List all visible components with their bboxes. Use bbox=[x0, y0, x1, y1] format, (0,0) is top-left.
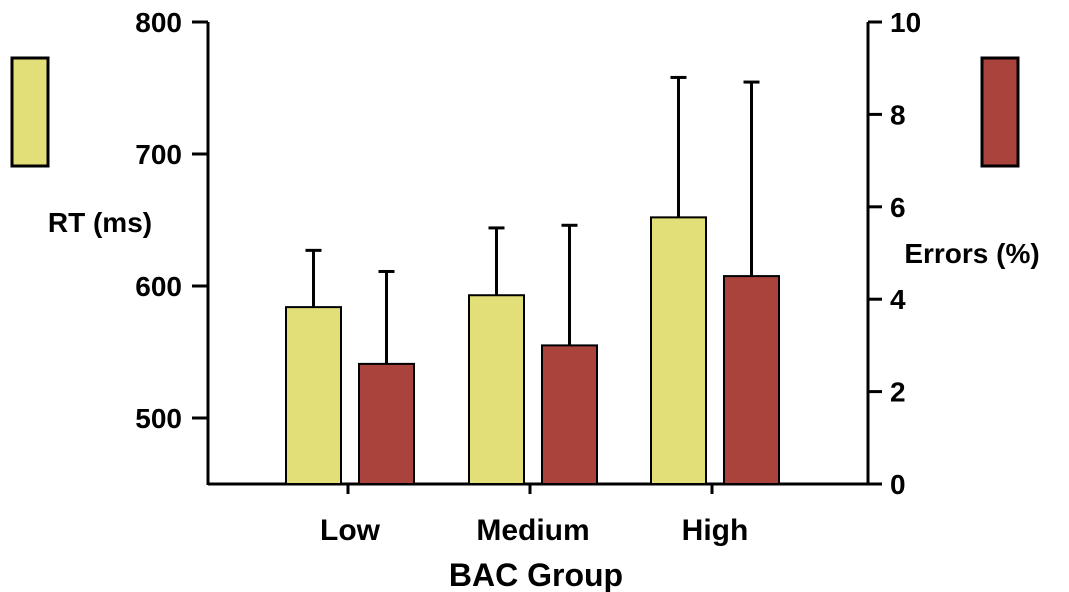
bar-errors-low bbox=[358, 362, 415, 486]
y-left-tick-label: 600 bbox=[135, 271, 182, 302]
y-right-tick-label: 10 bbox=[890, 7, 921, 38]
y-right-axis-title: Errors (%) bbox=[904, 238, 1039, 269]
bar-errors-high bbox=[723, 275, 780, 485]
y-left-tick-label: 500 bbox=[135, 403, 182, 434]
legend-swatch-errors bbox=[980, 56, 1020, 168]
bar-rt-low bbox=[285, 306, 342, 485]
bar-errors-medium bbox=[541, 344, 598, 485]
y-left-tick-label: 700 bbox=[135, 139, 182, 170]
category-label-low: Low bbox=[320, 514, 381, 547]
y-left-axis-title: RT (ms) bbox=[48, 207, 152, 238]
legend-swatch-rt bbox=[10, 56, 50, 168]
y-right-tick-label: 6 bbox=[890, 192, 906, 223]
y-right-tick-label: 0 bbox=[890, 469, 906, 500]
bar-rt-high bbox=[650, 216, 707, 486]
x-axis-title: BAC Group bbox=[449, 557, 623, 592]
y-right-tick-label: 2 bbox=[890, 377, 906, 408]
bar-rt-medium bbox=[468, 294, 525, 485]
y-right-tick-label: 4 bbox=[890, 284, 906, 315]
y-right-tick-label: 8 bbox=[890, 99, 906, 130]
category-label-medium: Medium bbox=[476, 514, 589, 547]
category-label-high: High bbox=[682, 514, 749, 547]
y-left-tick-label: 800 bbox=[135, 7, 182, 38]
